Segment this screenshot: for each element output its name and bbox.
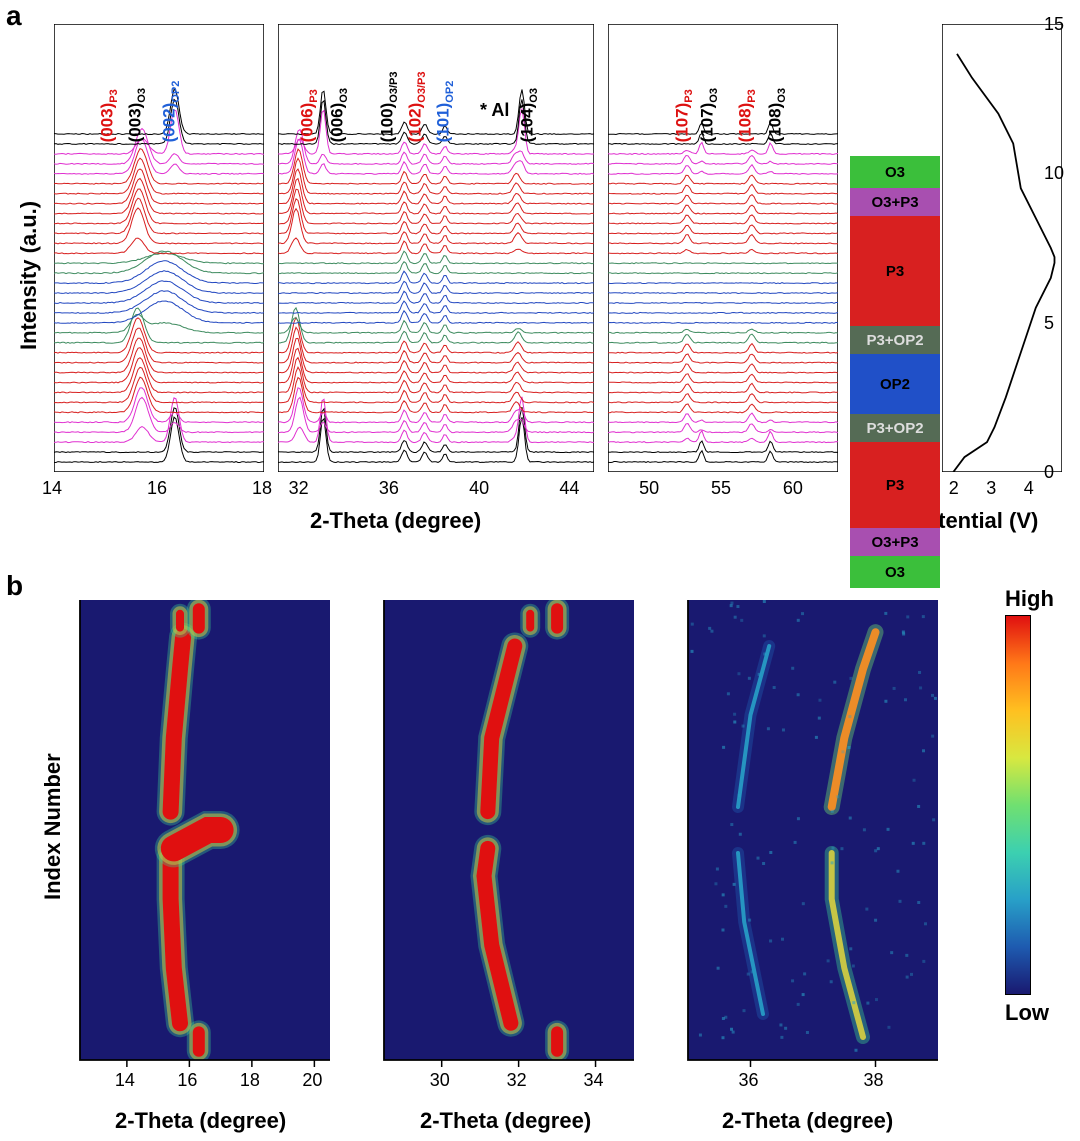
colorbar — [1005, 615, 1031, 995]
tick: 16 — [177, 1070, 197, 1091]
panel-b-xlabel1: 2-Theta (degree) — [115, 1108, 286, 1134]
colorbar-low: Low — [1005, 1000, 1049, 1026]
colorbar-high: High — [1005, 586, 1054, 612]
tick: 30 — [430, 1070, 450, 1091]
tick: 38 — [864, 1070, 884, 1091]
panel-b-xlabel3: 2-Theta (degree) — [722, 1108, 893, 1134]
tick: 36 — [739, 1070, 759, 1091]
tick: 14 — [115, 1070, 135, 1091]
tick: 32 — [507, 1070, 527, 1091]
panel-b-xlabel2: 2-Theta (degree) — [420, 1108, 591, 1134]
heatmap-axes — [0, 0, 1080, 1141]
tick: 20 — [302, 1070, 322, 1091]
tick: 34 — [584, 1070, 604, 1091]
tick: 18 — [240, 1070, 260, 1091]
